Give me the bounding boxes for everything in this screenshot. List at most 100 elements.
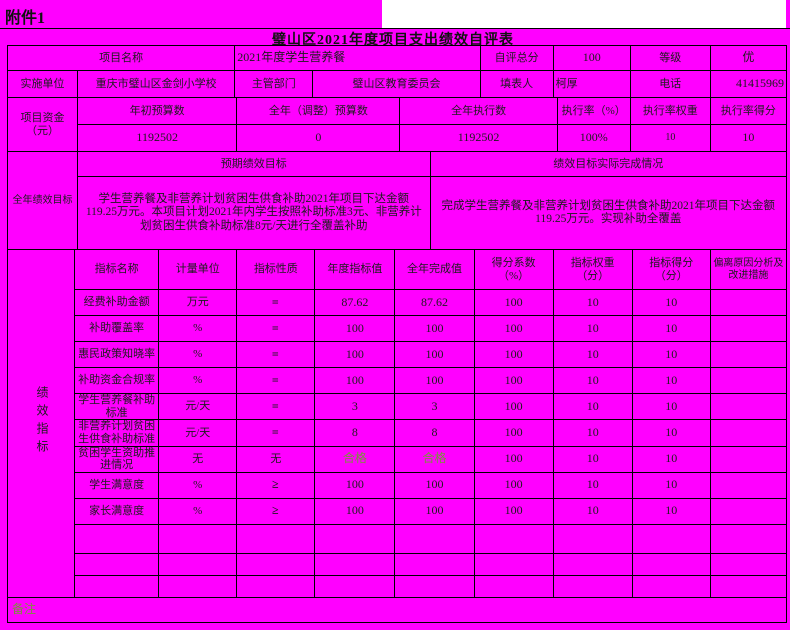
top-white-area	[382, 0, 786, 28]
indicator-weight: 10	[552, 289, 633, 316]
col-header-name: 指标名称	[74, 249, 160, 290]
indicator-score: 10	[631, 419, 711, 447]
indicators-section-label: 绩效指标	[6, 249, 76, 598]
indicator-actual: 3	[394, 392, 475, 421]
rate-score-value: 10	[709, 124, 788, 152]
indicator-row: 惠民政策知晓率 % = 100 100 100 10 10	[8, 341, 788, 368]
indicator-target: 3	[314, 392, 396, 421]
indicator-rate: 100	[473, 289, 554, 316]
col-header-note: 偏离原因分析及改进措施	[709, 249, 788, 290]
indicator-score: 10	[631, 367, 711, 394]
indicator-row: 学生满意度 % ≥ 100 100 100 10 10	[8, 471, 788, 499]
indicator-actual: 87.62	[394, 289, 475, 316]
rate-weight-value: 10	[629, 124, 711, 152]
indicator-rate: 100	[473, 392, 554, 421]
indicator-rate: 100	[473, 471, 554, 499]
empty-cell	[74, 574, 160, 598]
indicator-score: 10	[631, 289, 711, 316]
project-name-value: 2021年度学生营养餐	[234, 45, 481, 71]
executed-value: 1192502	[399, 124, 558, 152]
indicator-weight: 10	[552, 315, 633, 342]
indicator-actual: 8	[394, 419, 475, 447]
initial-budget-value: 1192502	[77, 124, 238, 152]
empty-cell	[236, 523, 316, 554]
preparer-label: 填表人	[479, 70, 554, 98]
executed-label: 全年执行数	[399, 97, 558, 125]
empty-cell	[394, 574, 475, 598]
indicator-note	[709, 315, 788, 342]
indicator-name: 经费补助金额	[74, 289, 160, 316]
indicator-actual: 100	[394, 341, 475, 368]
empty-cell	[631, 552, 711, 576]
indicator-row: 贫困学生资助推进情况 无 无 合格 合格 100 10 10	[8, 445, 788, 473]
execution-rate-value: 100%	[556, 124, 631, 152]
empty-cell	[394, 552, 475, 576]
empty-cell	[158, 523, 238, 554]
indicator-name: 惠民政策知晓率	[74, 341, 160, 368]
indicator-unit: %	[158, 367, 238, 394]
empty-indicator-row	[8, 523, 788, 554]
self-score-value: 100	[552, 45, 631, 71]
indicator-nature: ≥	[236, 471, 316, 499]
indicator-name: 补助覆盖率	[74, 315, 160, 342]
dept-label: 主管部门	[234, 70, 314, 98]
unit-label: 实施单位	[6, 70, 79, 98]
empty-cell	[473, 552, 554, 576]
indicators-table: 绩效指标 指标名称 计量单位 指标性质 年度指标值 全年完成值 得分系数 （%）…	[6, 249, 788, 598]
indicator-unit: %	[158, 341, 238, 368]
indicator-actual: 100	[394, 315, 475, 342]
form-title: 璧山区2021年度项目支出绩效自评表	[272, 33, 514, 48]
indicator-rate: 100	[473, 367, 554, 394]
empty-cell	[394, 523, 475, 554]
attachment-label: 附件1	[5, 10, 46, 27]
unit-value: 重庆市璧山区金剑小学校	[77, 70, 236, 98]
indicator-target: 8	[314, 419, 396, 447]
indicator-weight: 10	[552, 392, 633, 421]
funds-table: 项目资金 （元） 年初预算数 全年（调整）预算数 全年执行数 执行率（%） 执行…	[6, 97, 788, 152]
indicator-note	[709, 445, 788, 473]
empty-cell	[314, 574, 396, 598]
indicator-weight: 10	[552, 341, 633, 368]
phone-label: 电话	[629, 70, 711, 98]
indicator-row: 补助覆盖率 % = 100 100 100 10 10	[8, 315, 788, 342]
annual-goal-label: 全年绩效目标	[6, 151, 79, 250]
empty-cell	[709, 574, 788, 598]
indicator-unit: %	[158, 315, 238, 342]
indicator-weight: 10	[552, 471, 633, 499]
indicator-unit: 元/天	[158, 419, 238, 447]
empty-cell	[552, 552, 633, 576]
indicator-note	[709, 471, 788, 499]
indicator-note	[709, 497, 788, 525]
funds-label: 项目资金 （元）	[6, 97, 79, 152]
empty-cell	[314, 523, 396, 554]
actual-goal-text: 完成学生营养餐及非营养计划贫困生供食补助2021年项目下达金额119.25万元。…	[429, 176, 788, 250]
indicator-actual: 合格	[394, 445, 475, 473]
indicator-note	[709, 289, 788, 316]
rate-weight-label: 执行率权重	[629, 97, 711, 125]
indicator-score: 10	[631, 445, 711, 473]
indicator-score: 10	[631, 497, 711, 525]
indicator-actual: 100	[394, 471, 475, 499]
indicator-name: 非营养计划贫困生供食补助标准	[74, 419, 160, 447]
remarks-table: 备注	[7, 596, 787, 623]
empty-cell	[709, 523, 788, 554]
phone-value: 41415969	[709, 70, 788, 98]
actual-goal-header: 绩效目标实际完成情况	[429, 151, 788, 177]
empty-cell	[74, 523, 160, 554]
indicator-actual: 100	[394, 367, 475, 394]
col-header-target: 年度指标值	[314, 249, 396, 290]
expected-goal-text: 学生营养餐及非营养计划贫困生供食补助2021年项目下达金额119.25万元。本项…	[77, 176, 431, 250]
col-header-score: 指标得分 （分）	[631, 249, 711, 290]
remarks-label: 备注	[7, 596, 787, 623]
project-info-table: 项目名称 2021年度学生营养餐 自评总分 100 等级 优 实施单位 重庆市璧…	[6, 45, 788, 98]
expected-goal-header: 预期绩效目标	[77, 151, 431, 177]
indicator-unit: %	[158, 497, 238, 525]
col-header-weight: 指标权重 （分）	[552, 249, 633, 290]
empty-cell	[473, 523, 554, 554]
preparer-value: 柯厚	[552, 70, 631, 98]
form-table: 项目名称 2021年度学生营养餐 自评总分 100 等级 优 实施单位 重庆市璧…	[6, 45, 788, 623]
indicator-unit: 元/天	[158, 392, 238, 421]
indicator-score: 10	[631, 392, 711, 421]
indicators-section-label-text: 绩效指标	[34, 385, 49, 458]
indicator-unit: 万元	[158, 289, 238, 316]
